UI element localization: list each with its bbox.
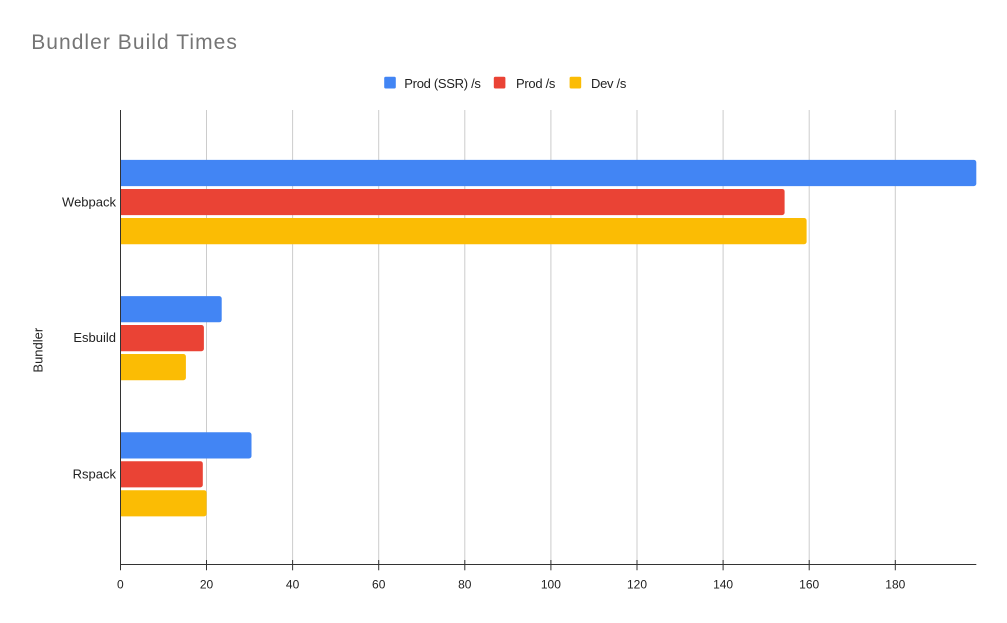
svg-text:Prod (SSR) /s: Prod (SSR) /s [404, 76, 481, 91]
svg-text:140: 140 [713, 578, 733, 592]
svg-text:Rspack: Rspack [73, 466, 117, 481]
svg-text:0: 0 [117, 578, 124, 592]
svg-text:20: 20 [200, 578, 214, 592]
svg-text:Webpack: Webpack [62, 194, 116, 209]
svg-text:180: 180 [885, 578, 905, 592]
svg-text:60: 60 [372, 578, 386, 592]
svg-text:Prod /s: Prod /s [516, 76, 556, 91]
svg-text:120: 120 [627, 578, 647, 592]
svg-text:80: 80 [458, 578, 472, 592]
svg-text:Bundler: Bundler [31, 327, 46, 372]
svg-text:160: 160 [799, 578, 819, 592]
svg-text:Bundler Build Times: Bundler Build Times [31, 31, 238, 54]
svg-text:Dev /s: Dev /s [591, 76, 627, 91]
svg-text:Esbuild: Esbuild [73, 330, 116, 345]
svg-text:100: 100 [541, 578, 561, 592]
svg-text:40: 40 [286, 578, 300, 592]
